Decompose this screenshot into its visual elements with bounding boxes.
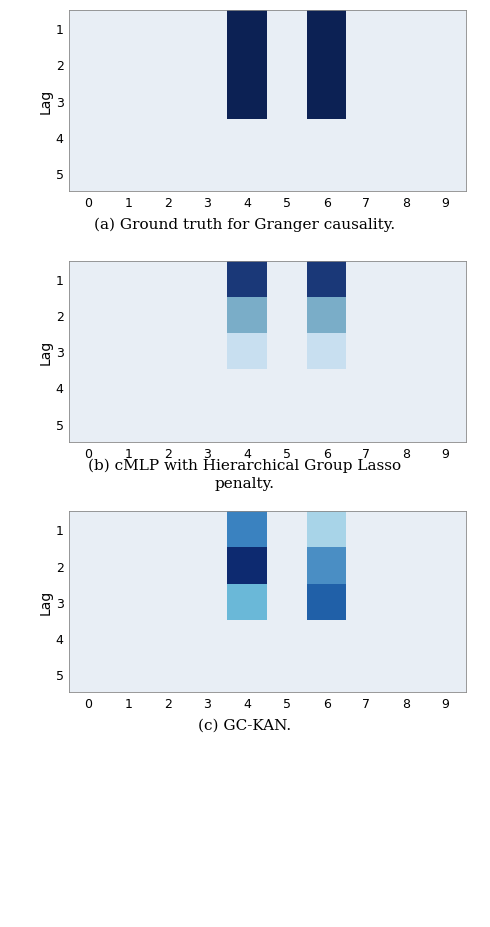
Bar <box>307 548 346 584</box>
Bar <box>307 334 346 370</box>
Bar <box>227 298 267 334</box>
Bar <box>307 11 346 120</box>
Bar <box>307 512 346 548</box>
Y-axis label: Lag: Lag <box>39 89 53 114</box>
Bar <box>227 584 267 620</box>
Bar <box>307 584 346 620</box>
Bar <box>227 512 267 548</box>
Text: (b) cMLP with Hierarchical Group Lasso: (b) cMLP with Hierarchical Group Lasso <box>88 458 402 473</box>
Bar <box>227 548 267 584</box>
Bar <box>227 261 267 298</box>
Y-axis label: Lag: Lag <box>39 590 53 615</box>
Bar <box>307 261 346 298</box>
Bar <box>307 298 346 334</box>
Text: (a) Ground truth for Granger causality.: (a) Ground truth for Granger causality. <box>95 217 395 232</box>
Text: penalty.: penalty. <box>215 476 275 490</box>
Bar <box>227 11 267 120</box>
Y-axis label: Lag: Lag <box>39 339 53 364</box>
Text: (c) GC-KAN.: (c) GC-KAN. <box>198 717 292 732</box>
Bar <box>227 334 267 370</box>
